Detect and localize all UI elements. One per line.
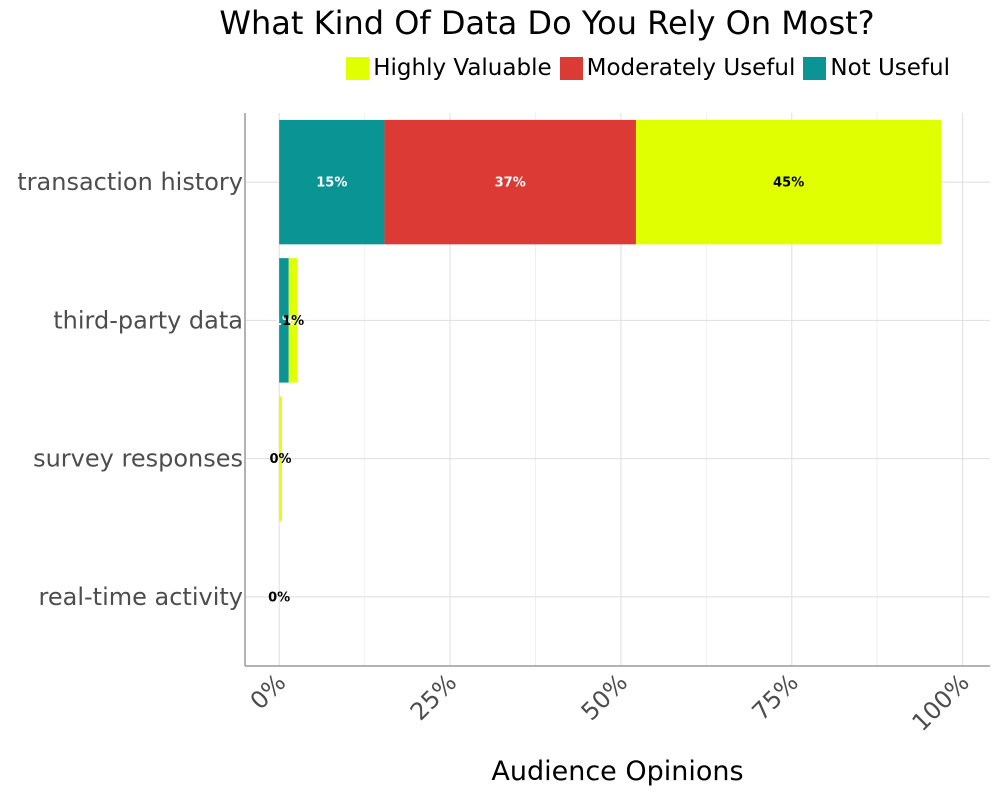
legend-item-highly-valuable: Highly Valuable xyxy=(346,55,552,81)
data-label: 1% xyxy=(282,314,304,329)
legend-item-not-useful: Not Useful xyxy=(803,55,950,81)
legend-swatch-moderately-useful xyxy=(559,56,583,80)
legend: Highly Valuable Moderately Useful Not Us… xyxy=(338,55,950,81)
data-label: 1% xyxy=(273,314,295,329)
x-tick-label: 50% xyxy=(576,668,634,726)
y-tick-label: third-party data xyxy=(53,306,243,334)
chart-title: What Kind Of Data Do You Rely On Most? xyxy=(219,4,875,42)
x-tick-label: 75% xyxy=(747,668,805,726)
x-axis-title: Audience Opinions xyxy=(491,756,744,787)
x-tick-label: 100% xyxy=(907,668,975,736)
bar-not-useful xyxy=(279,119,385,245)
legend-swatch-highly-valuable xyxy=(346,56,370,80)
x-tick-label: 25% xyxy=(405,668,463,726)
bar-highly-valuable xyxy=(279,396,282,521)
data-label: 37% xyxy=(495,176,526,191)
bar-highly-valuable xyxy=(635,119,942,245)
y-tick-label: survey responses xyxy=(33,445,243,473)
x-tick-label: 0% xyxy=(245,668,292,715)
legend-item-moderately-useful: Moderately Useful xyxy=(559,55,796,81)
data-label: 45% xyxy=(773,176,804,191)
y-tick-label: real-time activity xyxy=(39,583,243,611)
legend-swatch-not-useful xyxy=(803,56,827,80)
legend-label-highly-valuable: Highly Valuable xyxy=(373,55,552,81)
bar-moderately-useful xyxy=(384,119,636,245)
y-tick-label: transaction history xyxy=(17,168,243,196)
data-label: 0% xyxy=(270,452,292,467)
bar-highly-valuable xyxy=(288,258,298,383)
legend-label-not-useful: Not Useful xyxy=(830,55,950,81)
bar-not-useful xyxy=(279,258,289,383)
data-label: 15% xyxy=(316,176,347,191)
legend-label-moderately-useful: Moderately Useful xyxy=(586,55,796,81)
data-label: 0% xyxy=(268,590,290,605)
